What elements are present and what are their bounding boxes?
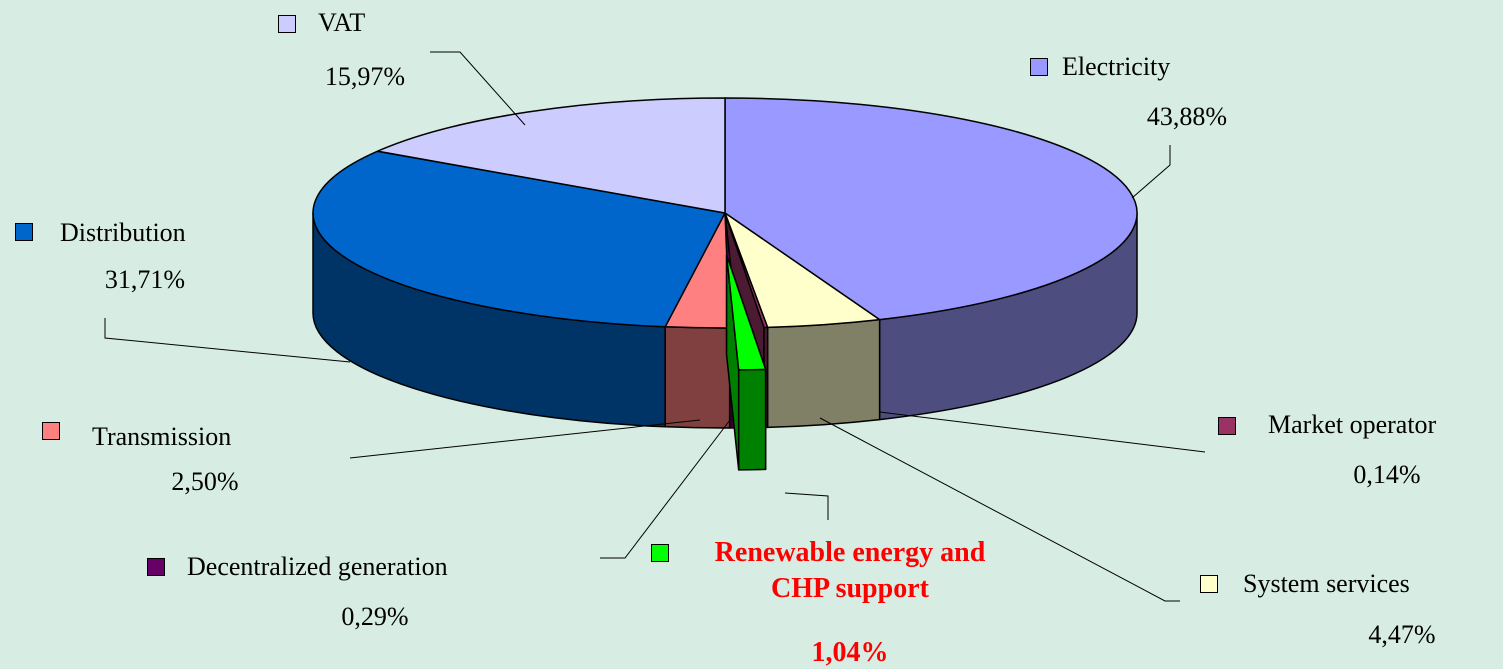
legend-swatch xyxy=(1030,58,1048,76)
leader-line xyxy=(819,417,1180,602)
value-label: 31,71% xyxy=(104,265,186,294)
value-label: 15,97% xyxy=(324,62,406,91)
legend-swatch xyxy=(15,223,33,241)
slice-side xyxy=(766,318,881,429)
value-label: 0,29% xyxy=(341,602,409,631)
legend-swatch xyxy=(147,558,165,576)
leader-line xyxy=(349,419,701,459)
legend-swatch xyxy=(278,15,296,33)
legend-label: Electricity xyxy=(1062,52,1171,81)
legend-label: Decentralized generation xyxy=(187,552,448,581)
legend-label: Renewable energy and CHP support xyxy=(714,537,986,604)
legend-label: System services xyxy=(1243,569,1410,598)
legend-swatch xyxy=(1200,575,1218,593)
leader-line xyxy=(784,492,829,520)
slice xyxy=(725,254,767,371)
legend-label: Distribution xyxy=(60,218,186,247)
slice xyxy=(376,97,726,214)
leader-line xyxy=(600,419,731,559)
slice xyxy=(724,212,769,329)
value-label: 0,14% xyxy=(1353,460,1421,489)
slice xyxy=(724,97,1138,321)
legend-label: VAT xyxy=(318,8,366,37)
leader-line xyxy=(430,51,526,126)
value-label: 2,50% xyxy=(171,467,239,496)
slice-side xyxy=(664,326,731,429)
value-label: 43,88% xyxy=(1146,102,1228,131)
legend-swatch xyxy=(42,422,60,440)
legend-label: Transmission xyxy=(92,422,232,451)
legend-swatch xyxy=(1218,417,1236,435)
value-label: 4,47% xyxy=(1368,620,1436,649)
leader-line xyxy=(879,411,1206,453)
slice-side xyxy=(737,368,767,471)
legend-label: Market operator xyxy=(1268,410,1437,439)
leader-line xyxy=(104,318,351,363)
leader-line xyxy=(1131,145,1171,199)
value-label: 1,04% xyxy=(811,637,889,668)
legend-swatch xyxy=(651,544,669,562)
